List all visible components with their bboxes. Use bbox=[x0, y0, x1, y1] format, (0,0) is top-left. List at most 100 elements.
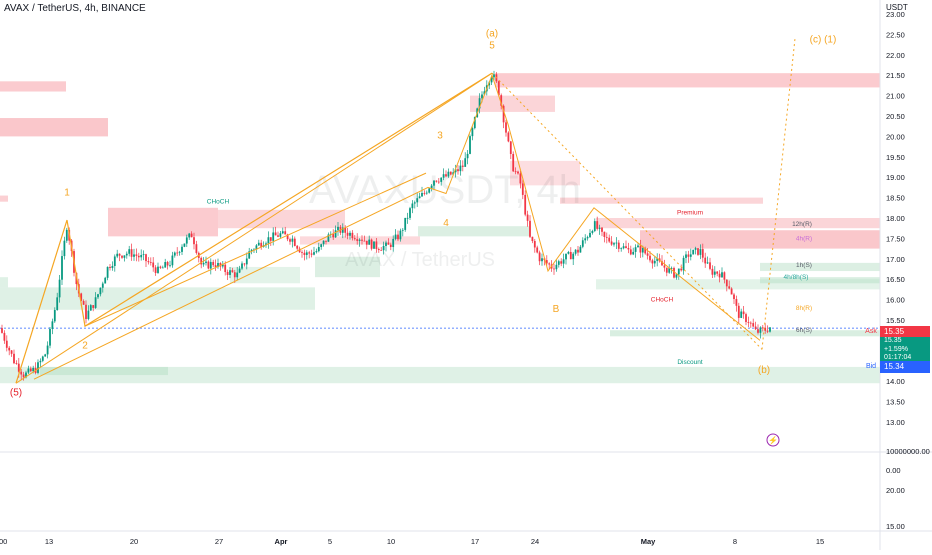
supply-zone bbox=[218, 209, 345, 229]
candle-body bbox=[123, 255, 126, 258]
candle-body bbox=[457, 169, 459, 172]
x-tick-label: 20 bbox=[130, 537, 138, 546]
candle-body bbox=[413, 202, 416, 204]
demand-zone bbox=[760, 277, 880, 284]
candle-body bbox=[99, 287, 102, 295]
candle-body bbox=[536, 247, 539, 253]
candle-body bbox=[188, 233, 191, 238]
candle-body bbox=[377, 249, 380, 250]
candle-body bbox=[759, 327, 762, 333]
symbol-title[interactable]: AVAX / TetherUS, 4h, BINANCE bbox=[4, 3, 146, 14]
candle-body bbox=[502, 105, 505, 123]
candle-body bbox=[622, 246, 625, 249]
y-tick-label: 17.00 bbox=[886, 255, 905, 264]
candle-body bbox=[8, 347, 11, 351]
candle-body bbox=[490, 77, 493, 83]
candle-body bbox=[725, 279, 728, 287]
candle-body bbox=[135, 254, 138, 256]
demand-zone bbox=[610, 330, 880, 337]
candle-body bbox=[233, 272, 236, 278]
candle-body bbox=[663, 265, 666, 268]
candle-body bbox=[332, 234, 335, 238]
candle-body bbox=[320, 244, 323, 248]
zone-label: 4h(R) bbox=[796, 235, 812, 242]
candle-body bbox=[723, 272, 726, 280]
candle-body bbox=[368, 239, 371, 245]
candle-body bbox=[512, 153, 515, 172]
candle-body bbox=[209, 261, 212, 269]
y-tick-label: 15.50 bbox=[886, 316, 905, 325]
wave-label: 4 bbox=[443, 218, 449, 229]
y-tick-label: 13.50 bbox=[886, 398, 905, 407]
candle-body bbox=[49, 328, 51, 346]
candle-body bbox=[248, 251, 251, 259]
candle-body bbox=[610, 241, 613, 245]
candle-body bbox=[478, 98, 481, 109]
candle-body bbox=[133, 254, 135, 257]
candle-body bbox=[529, 220, 531, 237]
candle-body bbox=[694, 248, 697, 250]
wave-label: 2 bbox=[82, 341, 88, 352]
candle-body bbox=[555, 264, 558, 270]
candle-body bbox=[709, 262, 711, 269]
candle-body bbox=[459, 165, 462, 172]
candle-body bbox=[747, 321, 750, 323]
candle-body bbox=[113, 256, 116, 266]
candle-body bbox=[629, 249, 632, 255]
demand-zone bbox=[760, 262, 880, 272]
candle-body bbox=[322, 240, 325, 245]
candle-body bbox=[483, 91, 486, 95]
candle-body bbox=[137, 255, 140, 258]
candle-body bbox=[418, 196, 421, 199]
wave-label: (5) bbox=[10, 387, 22, 398]
wave-label: B bbox=[553, 304, 560, 315]
candle-body bbox=[533, 241, 536, 248]
candle-body bbox=[109, 266, 111, 269]
candle-body bbox=[461, 165, 464, 167]
candle-body bbox=[169, 265, 171, 267]
candle-body bbox=[296, 245, 299, 249]
candle-body bbox=[389, 244, 392, 248]
candle-body bbox=[217, 262, 219, 268]
candle-body bbox=[181, 246, 183, 252]
zone-label: CHoCH bbox=[207, 199, 230, 206]
candle-body bbox=[545, 260, 548, 264]
lower-tick-label: 20.00 bbox=[886, 486, 905, 495]
candle-body bbox=[454, 169, 457, 173]
candle-body bbox=[190, 233, 193, 238]
candle-body bbox=[653, 260, 656, 264]
candle-body bbox=[601, 227, 603, 232]
candle-body bbox=[713, 271, 716, 275]
candle-body bbox=[97, 294, 99, 298]
candle-body bbox=[274, 232, 277, 236]
candle-body bbox=[260, 242, 263, 247]
y-tick-label: 21.50 bbox=[886, 71, 905, 80]
candle-body bbox=[586, 237, 589, 239]
candle-body bbox=[61, 256, 63, 280]
candle-body bbox=[649, 255, 651, 261]
x-tick-label: 27 bbox=[215, 537, 223, 546]
candle-body bbox=[231, 270, 234, 273]
supply-zone bbox=[108, 207, 218, 237]
y-tick-label: 20.00 bbox=[886, 132, 905, 141]
candle-body bbox=[430, 185, 433, 189]
candle-body bbox=[701, 249, 704, 258]
candle-body bbox=[692, 249, 695, 255]
candle-body bbox=[380, 249, 383, 251]
candle-body bbox=[680, 268, 683, 271]
candle-body bbox=[154, 267, 157, 273]
candle-body bbox=[445, 174, 447, 177]
candle-body bbox=[229, 270, 231, 275]
candle-body bbox=[752, 323, 755, 327]
x-tick-label: 0:00 bbox=[0, 537, 7, 546]
candle-body bbox=[178, 251, 181, 253]
candle-body bbox=[473, 117, 476, 129]
candle-body bbox=[63, 240, 66, 257]
candle-body bbox=[346, 232, 349, 236]
candle-body bbox=[733, 294, 735, 300]
candle-body bbox=[15, 363, 18, 364]
watermark-symbol: AVAXUSDT, 4h bbox=[309, 168, 581, 212]
